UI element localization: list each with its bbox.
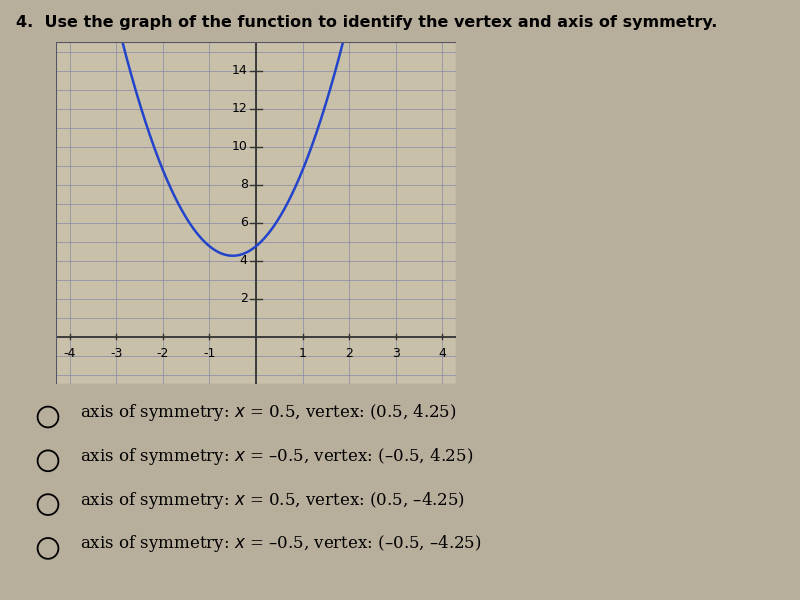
Text: 4.  Use the graph of the function to identify the vertex and axis of symmetry.: 4. Use the graph of the function to iden…	[16, 15, 718, 30]
Text: 8: 8	[240, 178, 248, 191]
Text: -4: -4	[64, 347, 76, 360]
Text: axis of symmetry: $x$ = –0.5, vertex: (–0.5, –4.25): axis of symmetry: $x$ = –0.5, vertex: (–…	[80, 533, 482, 554]
Text: axis of symmetry: $x$ = 0.5, vertex: (0.5, 4.25): axis of symmetry: $x$ = 0.5, vertex: (0.…	[80, 402, 457, 423]
Text: 1: 1	[298, 347, 306, 360]
Text: -1: -1	[203, 347, 216, 360]
Text: 10: 10	[232, 140, 248, 153]
Text: axis of symmetry: $x$ = –0.5, vertex: (–0.5, 4.25): axis of symmetry: $x$ = –0.5, vertex: (–…	[80, 446, 473, 467]
Text: -2: -2	[157, 347, 169, 360]
Text: 4: 4	[240, 254, 248, 267]
Text: 4: 4	[438, 347, 446, 360]
Text: 2: 2	[345, 347, 353, 360]
Text: 3: 3	[391, 347, 399, 360]
Text: 2: 2	[240, 292, 248, 305]
Text: axis of symmetry: $x$ = 0.5, vertex: (0.5, –4.25): axis of symmetry: $x$ = 0.5, vertex: (0.…	[80, 490, 465, 511]
Text: 14: 14	[232, 64, 248, 77]
Text: 12: 12	[232, 102, 248, 115]
Text: -3: -3	[110, 347, 122, 360]
Text: 6: 6	[240, 216, 248, 229]
